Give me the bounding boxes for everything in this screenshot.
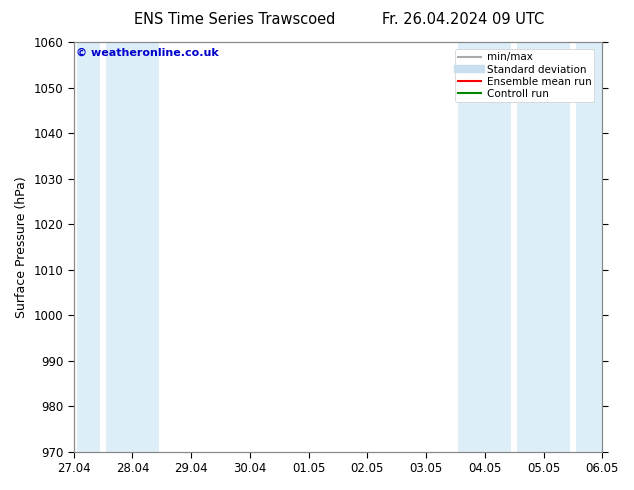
Bar [106, 42, 159, 452]
Bar [458, 42, 511, 452]
Text: © weatheronline.co.uk: © weatheronline.co.uk [76, 48, 219, 58]
Bar [517, 42, 570, 452]
Bar [576, 42, 602, 452]
Bar [77, 42, 100, 452]
Text: ENS Time Series Trawscoed: ENS Time Series Trawscoed [134, 12, 335, 27]
Text: Fr. 26.04.2024 09 UTC: Fr. 26.04.2024 09 UTC [382, 12, 544, 27]
Legend: min/max, Standard deviation, Ensemble mean run, Controll run: min/max, Standard deviation, Ensemble me… [455, 49, 595, 102]
Y-axis label: Surface Pressure (hPa): Surface Pressure (hPa) [15, 176, 28, 318]
